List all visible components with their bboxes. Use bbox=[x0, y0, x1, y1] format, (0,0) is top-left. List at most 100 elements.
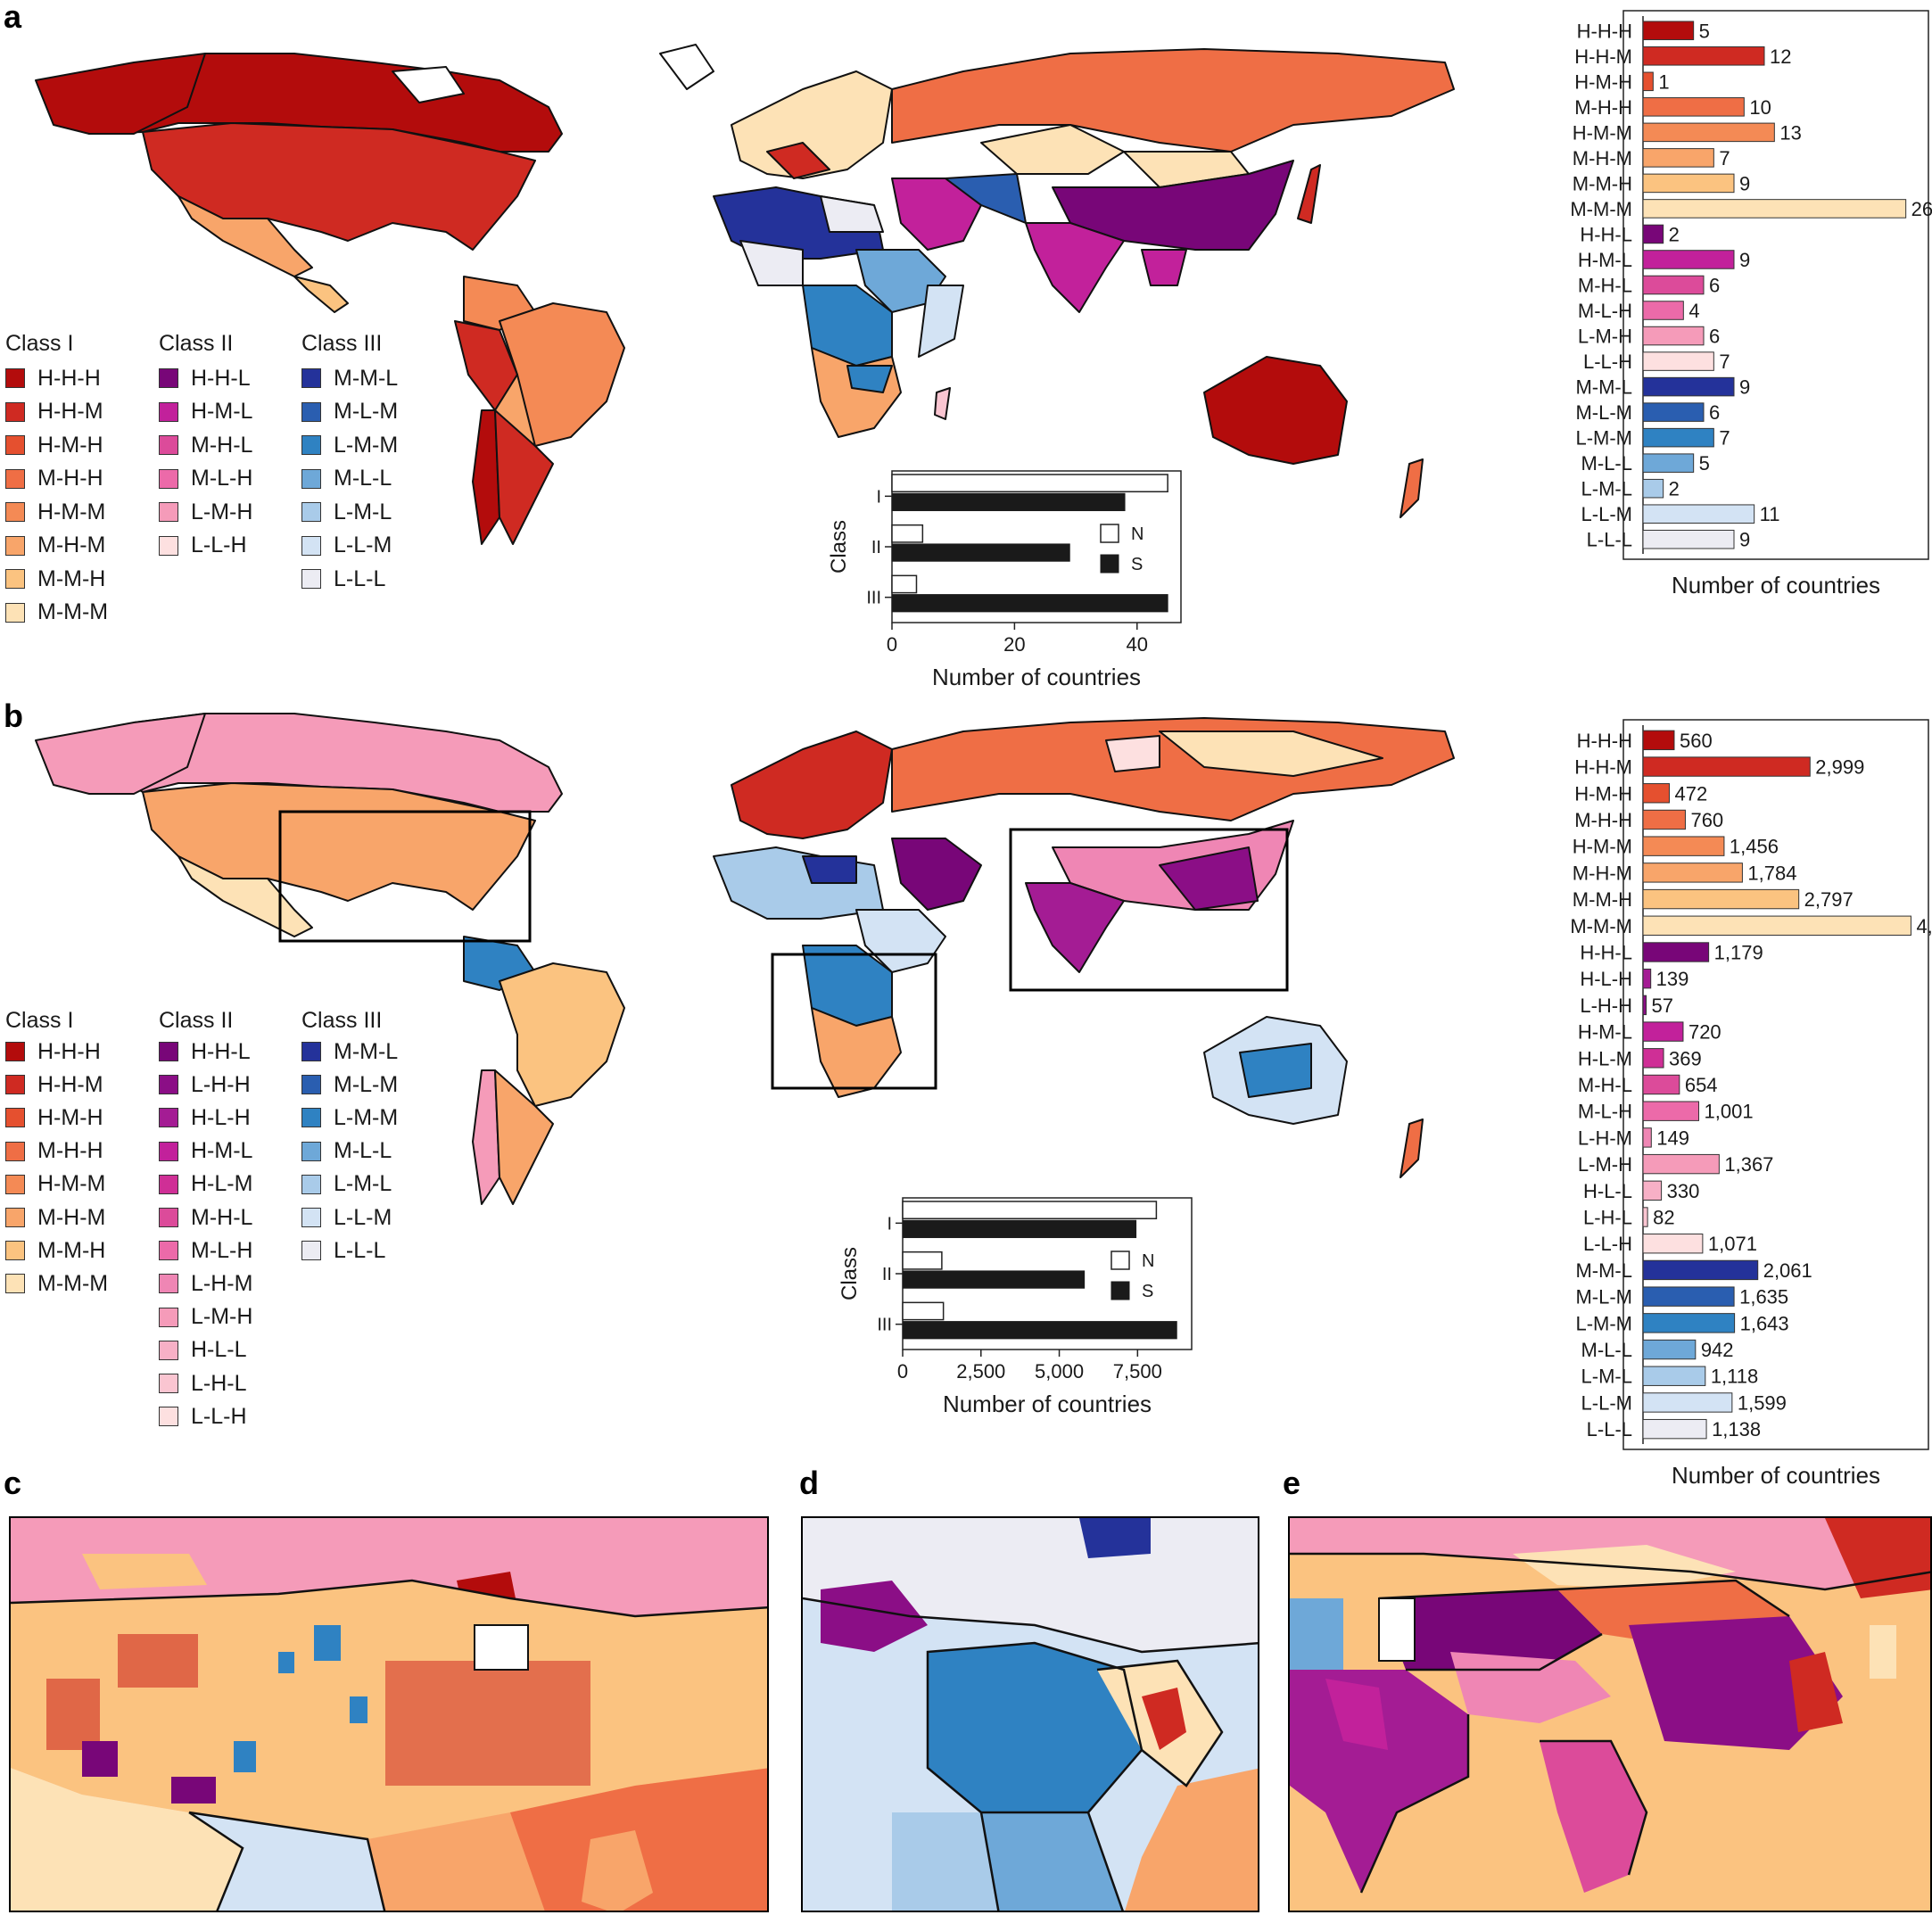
bar-category-label: L-L-H bbox=[1583, 351, 1632, 373]
panel-letter-b: b bbox=[4, 697, 23, 734]
legend-swatch bbox=[159, 368, 178, 388]
legend-label: L-L-H bbox=[191, 1403, 247, 1429]
legend-swatch bbox=[301, 1075, 321, 1095]
inset-bar-s-i bbox=[891, 492, 1126, 512]
legend-item-h-l-h: H-L-H bbox=[159, 1104, 251, 1131]
legend-label: H-L-H bbox=[191, 1104, 251, 1130]
bar-value-label: 1,456 bbox=[1730, 836, 1779, 858]
legend-swatch bbox=[159, 1340, 178, 1360]
legend-item-l-m-h: L-M-H bbox=[159, 1304, 252, 1331]
inset-bar-s-iii bbox=[902, 1321, 1177, 1340]
legend-b-class3-title: Class III bbox=[301, 1008, 383, 1033]
bar-m-l-m bbox=[1642, 1286, 1735, 1307]
map-region-mexico bbox=[178, 195, 313, 277]
inset-legend-label-s: S bbox=[1142, 1282, 1153, 1301]
bar-value-label: 26 bbox=[1911, 198, 1932, 220]
legend-label: M-H-L bbox=[191, 432, 253, 458]
bar-category-label: H-M-L bbox=[1578, 1021, 1632, 1044]
bar-category-label: L-M-H bbox=[1578, 326, 1632, 348]
legend-label: H-H-H bbox=[37, 1038, 101, 1064]
bar-category-label: L-H-L bbox=[1583, 1207, 1632, 1229]
zoom-map-central-africa bbox=[801, 1516, 1259, 1912]
bar-value-label: 720 bbox=[1688, 1021, 1721, 1044]
legend-item-m-h-m: M-H-M bbox=[5, 532, 105, 559]
bar-category-label: H-M-M bbox=[1573, 121, 1632, 144]
bar-value-label: 139 bbox=[1656, 968, 1689, 990]
legend-item-m-m-h: M-M-H bbox=[5, 565, 105, 592]
bar-category-label: M-H-M bbox=[1573, 862, 1632, 884]
legend-label: L-H-H bbox=[191, 1071, 251, 1097]
legend-swatch bbox=[5, 535, 25, 556]
legend-label: M-L-H bbox=[191, 466, 253, 491]
bar-m-m-h bbox=[1642, 173, 1735, 194]
bar-m-m-l bbox=[1642, 1259, 1759, 1281]
zoom-map-south-east-asia bbox=[1288, 1516, 1932, 1912]
bar-category-label: M-L-H bbox=[1578, 1101, 1632, 1123]
bar-value-label: 5 bbox=[1699, 20, 1710, 42]
bar-h-l-m bbox=[1642, 1048, 1664, 1069]
bar-category-label: M-H-H bbox=[1574, 96, 1632, 119]
legend-swatch bbox=[5, 401, 25, 422]
bar-category-label: M-H-M bbox=[1573, 147, 1632, 169]
legend-swatch bbox=[159, 535, 178, 556]
legend-a-class1-title: Class I bbox=[5, 331, 74, 356]
legend-swatch bbox=[5, 1174, 25, 1194]
zoom-map-north-america-graphic bbox=[11, 1518, 767, 1911]
bar-category-label: H-M-L bbox=[1578, 249, 1632, 271]
bar-h-h-m bbox=[1642, 756, 1811, 777]
legend-swatch bbox=[159, 502, 178, 522]
legend-swatch bbox=[159, 1407, 178, 1427]
bar-category-label: L-L-H bbox=[1583, 1233, 1632, 1255]
legend-label: M-L-M bbox=[334, 1071, 399, 1097]
legend-item-m-m-l: M-M-L bbox=[301, 365, 398, 392]
legend-swatch bbox=[159, 1042, 178, 1061]
legend-swatch bbox=[301, 535, 321, 556]
legend-item-m-h-h: M-H-H bbox=[5, 1138, 103, 1165]
legend-label: L-H-L bbox=[191, 1370, 247, 1396]
bar-l-l-m bbox=[1642, 504, 1755, 524]
legend-label: M-L-H bbox=[191, 1237, 253, 1263]
legend-item-h-m-m: H-M-M bbox=[5, 499, 105, 525]
legend-label: M-L-L bbox=[334, 466, 392, 491]
bar-m-h-l bbox=[1642, 275, 1705, 295]
legend-swatch bbox=[159, 1307, 178, 1327]
inset-xlabel: Number of countries bbox=[943, 1391, 1152, 1417]
bar-value-label: 6 bbox=[1709, 326, 1720, 348]
bar-value-label: 2 bbox=[1669, 223, 1680, 245]
zoom-map-central-africa-graphic bbox=[803, 1518, 1258, 1911]
bar-l-m-m bbox=[1642, 427, 1714, 448]
bar-value-label: 2,797 bbox=[1804, 888, 1854, 911]
legend-item-h-h-h: H-H-H bbox=[5, 365, 101, 392]
bar-l-m-l bbox=[1642, 478, 1664, 499]
bar-category-label: H-M-H bbox=[1574, 782, 1632, 805]
chart-xlabel: Number of countries bbox=[1672, 1462, 1880, 1489]
legend-item-m-h-l: M-H-L bbox=[159, 1204, 252, 1231]
legend-label: H-M-M bbox=[37, 1171, 106, 1197]
world-map-country-level bbox=[35, 44, 1455, 545]
bar-category-label: M-M-L bbox=[1575, 376, 1632, 399]
legend-label: M-L-L bbox=[334, 1138, 392, 1164]
legend-label: L-L-M bbox=[334, 532, 392, 557]
bar-value-label: 1,367 bbox=[1724, 1153, 1773, 1176]
legend-item-l-l-h: L-L-H bbox=[159, 1403, 247, 1430]
legend-b-class2-title: Class II bbox=[159, 1008, 234, 1033]
legend-label: M-M-L bbox=[334, 365, 399, 391]
bar-value-label: 560 bbox=[1680, 730, 1713, 752]
legend-item-l-m-h: L-M-H bbox=[159, 499, 252, 525]
legend-label: M-H-M bbox=[37, 1204, 106, 1230]
legend-swatch bbox=[301, 1141, 321, 1161]
legend-swatch bbox=[301, 401, 321, 422]
bar-value-label: 1 bbox=[1658, 70, 1669, 93]
legend-panel-a: Class I Class II Class III H-H-H H-H-M H-M… bbox=[0, 326, 428, 629]
inset-category-label: I bbox=[876, 487, 881, 507]
bar-category-label: M-M-L bbox=[1575, 1259, 1632, 1282]
bar-l-m-h bbox=[1642, 326, 1705, 346]
legend-swatch bbox=[159, 435, 178, 455]
bar-value-label: 4,811 bbox=[1916, 915, 1932, 937]
legend-label: M-H-L bbox=[191, 1204, 253, 1230]
map-region-alaska bbox=[35, 53, 206, 135]
legend-label: L-H-M bbox=[191, 1270, 253, 1296]
bar-value-label: 760 bbox=[1690, 809, 1723, 831]
bar-m-m-l bbox=[1642, 376, 1735, 397]
